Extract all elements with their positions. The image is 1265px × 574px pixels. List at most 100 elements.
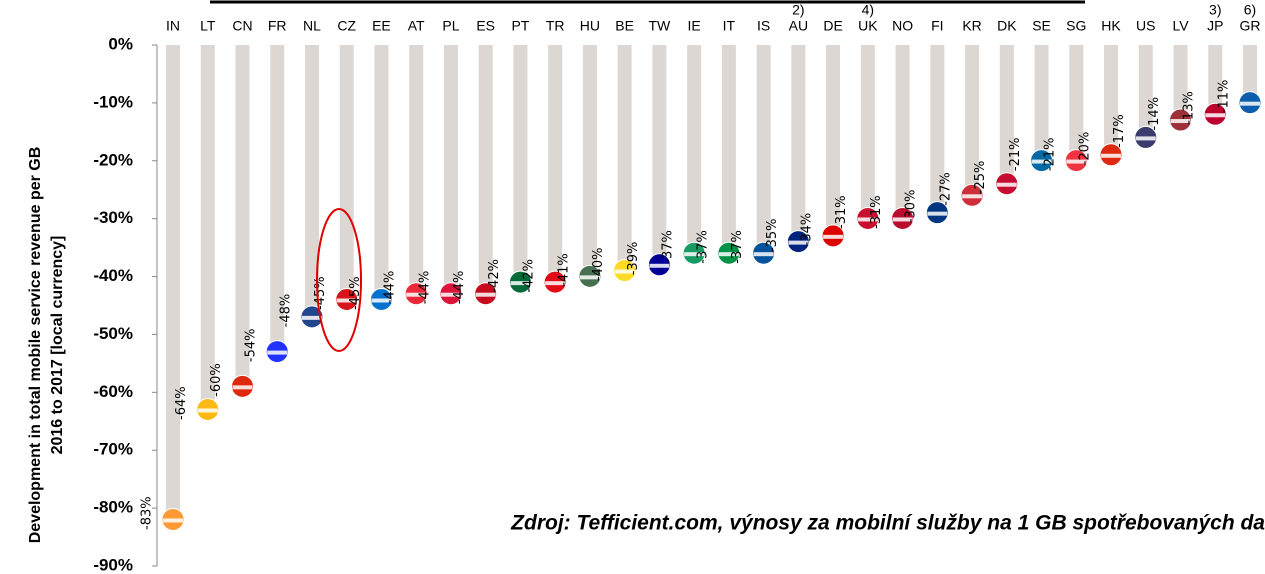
value-label: -35% bbox=[765, 219, 780, 253]
flag-stripe bbox=[753, 252, 774, 257]
x-tick-label: UK bbox=[858, 18, 878, 34]
y-tick-label: -40% bbox=[93, 266, 133, 285]
bar bbox=[721, 45, 736, 260]
bar bbox=[1208, 45, 1223, 121]
value-label: -40% bbox=[591, 247, 606, 281]
flag-stripe bbox=[163, 518, 183, 523]
x-tick-label: HU bbox=[580, 18, 600, 34]
value-label: -60% bbox=[209, 363, 224, 397]
x-tick-label: IS bbox=[757, 18, 770, 34]
bar bbox=[548, 45, 563, 289]
value-label: -30% bbox=[904, 190, 919, 224]
x-tick-label: EE bbox=[372, 18, 391, 34]
category-note: 4) bbox=[862, 2, 874, 18]
value-label: -42% bbox=[487, 259, 502, 293]
bar bbox=[409, 45, 424, 300]
flag-stripe bbox=[684, 252, 705, 257]
value-label: -54% bbox=[244, 329, 259, 363]
bar bbox=[756, 45, 771, 260]
x-tick-label: ES bbox=[476, 18, 495, 34]
bar bbox=[652, 45, 667, 271]
x-tick-label: US bbox=[1136, 18, 1155, 34]
x-tick-label: IT bbox=[723, 18, 736, 34]
flag-stripe bbox=[475, 292, 496, 297]
value-label: -39% bbox=[626, 242, 641, 276]
value-label: -44% bbox=[452, 271, 467, 305]
bar bbox=[860, 45, 875, 225]
y-tick-label: -30% bbox=[93, 208, 133, 227]
bar bbox=[687, 45, 702, 260]
y-tick-label: -50% bbox=[93, 324, 133, 343]
value-label: -48% bbox=[278, 294, 293, 328]
value-label: -42% bbox=[522, 259, 537, 293]
bar bbox=[617, 45, 632, 277]
bar bbox=[1173, 45, 1188, 127]
flag-stripe bbox=[406, 292, 427, 297]
y-tick-label: -20% bbox=[93, 150, 133, 169]
value-label: -17% bbox=[1112, 114, 1127, 148]
flag-stripe bbox=[823, 234, 844, 239]
value-label: -64% bbox=[174, 386, 189, 420]
flag-stripe bbox=[1135, 136, 1156, 141]
value-label: -37% bbox=[730, 230, 745, 264]
value-label: -31% bbox=[834, 195, 849, 229]
y-tick-label: -80% bbox=[93, 498, 133, 517]
value-label: -21% bbox=[1043, 137, 1058, 171]
x-tick-label: LT bbox=[200, 18, 216, 34]
category-note: 6) bbox=[1244, 2, 1256, 18]
value-label: -44% bbox=[383, 271, 398, 305]
y-tick-label: -60% bbox=[93, 382, 133, 401]
x-tick-label: NL bbox=[303, 18, 321, 34]
bar bbox=[1034, 45, 1049, 167]
flag-stripe bbox=[579, 275, 600, 280]
flag-stripe bbox=[545, 281, 566, 286]
x-tick-label: TW bbox=[649, 18, 672, 34]
y-axis-label: Development in total mobile service reve… bbox=[27, 147, 44, 544]
bar bbox=[1069, 45, 1084, 167]
x-tick-label: PT bbox=[511, 18, 529, 34]
flag-stripe bbox=[1240, 101, 1260, 106]
bar bbox=[339, 45, 354, 306]
flag-stripe bbox=[197, 408, 218, 413]
bar bbox=[826, 45, 841, 242]
x-tick-label: NO bbox=[892, 18, 913, 34]
flag-stripe bbox=[788, 240, 809, 245]
value-label: -14% bbox=[1147, 97, 1162, 131]
category-note: 3) bbox=[1209, 2, 1221, 18]
value-label: -11% bbox=[1216, 80, 1231, 114]
x-tick-label: IE bbox=[688, 18, 701, 34]
flag-stripe bbox=[301, 315, 322, 320]
value-label: -20% bbox=[1077, 132, 1092, 166]
y-tick-label: 0% bbox=[108, 34, 133, 53]
flag-stripe bbox=[510, 281, 531, 286]
bar bbox=[999, 45, 1014, 190]
category-note: 2) bbox=[792, 2, 804, 18]
flag-stripe bbox=[614, 269, 635, 274]
flag-stripe bbox=[1066, 159, 1087, 164]
bar bbox=[791, 45, 806, 248]
flag-stripe bbox=[857, 217, 878, 222]
highlight-ellipse bbox=[316, 208, 362, 352]
x-tick-label: AU bbox=[789, 18, 808, 34]
value-label: -34% bbox=[800, 213, 815, 247]
value-label: -27% bbox=[938, 172, 953, 206]
value-label: -44% bbox=[417, 271, 432, 305]
x-tick-label: HK bbox=[1101, 18, 1121, 34]
flag-stripe bbox=[962, 194, 983, 199]
x-tick-label: SE bbox=[1032, 18, 1051, 34]
bar bbox=[270, 45, 285, 358]
bar bbox=[965, 45, 980, 202]
x-tick-label: SG bbox=[1066, 18, 1086, 34]
value-label: -13% bbox=[1182, 91, 1197, 125]
bar bbox=[895, 45, 910, 225]
x-tick-label: LV bbox=[1172, 18, 1189, 34]
x-tick-label: AT bbox=[408, 18, 425, 34]
flag-stripe bbox=[371, 298, 392, 303]
bar bbox=[200, 45, 215, 416]
x-tick-label: IN bbox=[166, 18, 180, 34]
bar bbox=[166, 45, 180, 526]
value-label: -41% bbox=[556, 253, 571, 287]
bar bbox=[1138, 45, 1153, 144]
value-label: -25% bbox=[973, 161, 988, 195]
value-label: -37% bbox=[695, 230, 710, 264]
